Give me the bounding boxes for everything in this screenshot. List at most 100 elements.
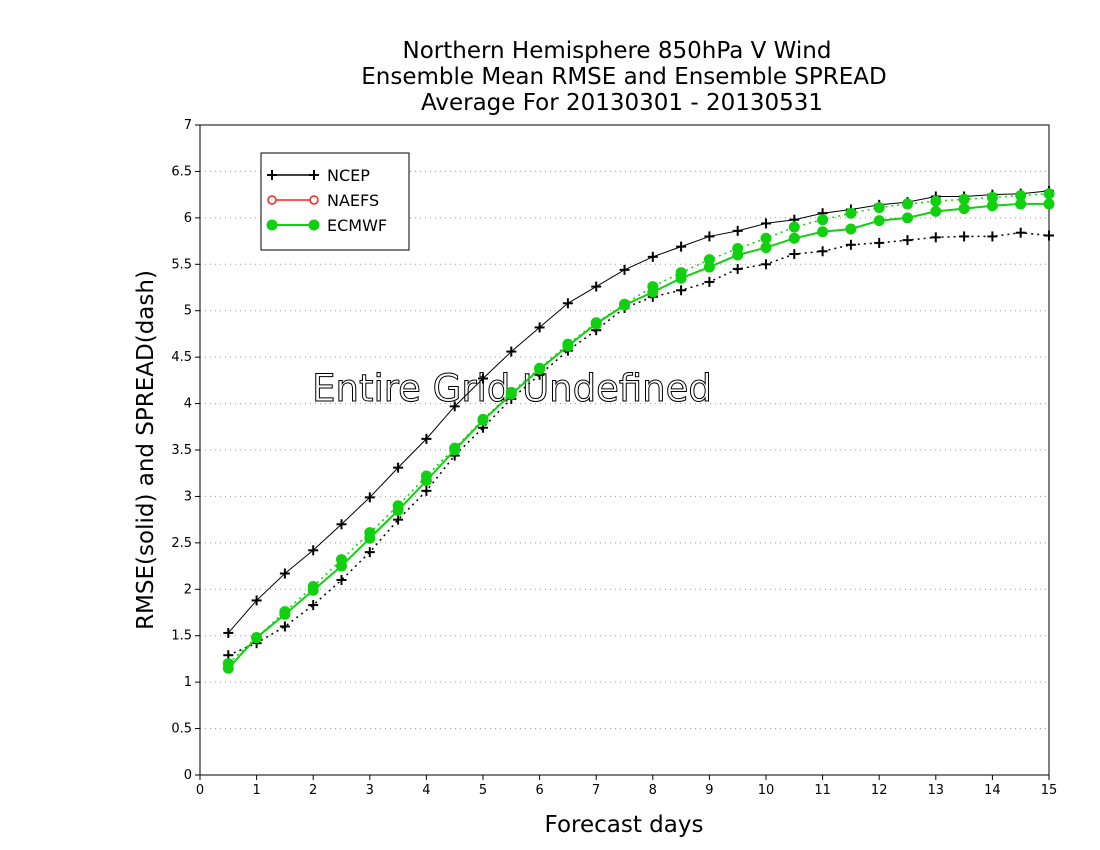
series-line	[227, 190, 1050, 634]
chart-title-line-3: Average For 20130301 - 20130531	[421, 90, 823, 116]
data-point	[590, 318, 602, 330]
y-tick-label: 1	[184, 675, 192, 690]
x-tick-label: 4	[422, 783, 430, 798]
data-point	[364, 492, 375, 503]
data-point	[534, 363, 546, 375]
y-tick-label: 0	[184, 768, 192, 783]
series-ncep-spread	[223, 227, 1054, 661]
data-point	[307, 584, 319, 596]
series-ecmwf-rmse	[222, 198, 1055, 674]
x-tick-labels: 0 1 2 3 4 5 6 7 8 9 10 11 12 13 14 15	[196, 783, 1057, 798]
x-tick-label: 7	[592, 783, 600, 798]
data-point	[760, 242, 772, 254]
data-point	[817, 246, 828, 257]
data-point	[506, 346, 517, 357]
data-point	[958, 203, 970, 215]
data-point	[845, 239, 856, 250]
data-point	[449, 444, 461, 456]
data-point	[251, 632, 263, 644]
data-point	[392, 504, 404, 516]
data-point	[222, 662, 234, 674]
data-point	[930, 205, 942, 217]
y-tick-label: 5.5	[171, 257, 192, 272]
x-tick-label: 13	[928, 783, 945, 798]
x-tick-label: 5	[479, 783, 487, 798]
y-tick-label: 0.5	[171, 722, 192, 737]
legend-entry-ncep: NCEP	[267, 166, 370, 185]
x-tick-label: 11	[814, 783, 831, 798]
x-tick-label: 15	[1041, 783, 1058, 798]
data-point	[788, 221, 800, 233]
data-point	[732, 225, 743, 236]
y-tick-label: 3.5	[171, 443, 192, 458]
data-point	[591, 281, 602, 292]
y-tick-label: 4.5	[171, 350, 192, 365]
data-point	[223, 627, 234, 638]
x-tick-label: 9	[705, 783, 713, 798]
data-point	[1015, 227, 1026, 238]
series-ecmwf-spread	[222, 188, 1055, 670]
data-point	[902, 212, 913, 224]
y-tick-label: 1.5	[171, 629, 192, 644]
legend-label: ECMWF	[327, 216, 387, 235]
y-tick-label: 6	[184, 211, 192, 226]
data-point	[364, 532, 376, 544]
y-tick-label: 2.5	[171, 536, 192, 551]
y-tick-label: 5	[184, 304, 192, 319]
chart-title-line-1: Northern Hemisphere 850hPa V Wind	[403, 38, 832, 64]
data-point	[364, 547, 375, 558]
data-point	[675, 272, 687, 284]
data-point	[336, 575, 347, 585]
y-tick-label: 2	[184, 582, 192, 597]
data-point	[449, 401, 460, 412]
legend-label: NAEFS	[327, 191, 379, 210]
data-point	[420, 475, 432, 487]
data-point	[704, 231, 715, 242]
x-tick-label: 6	[535, 783, 543, 798]
data-point	[902, 235, 913, 246]
legend-marker-start	[266, 219, 278, 231]
data-point	[393, 462, 404, 473]
legend-marker-end	[308, 219, 320, 231]
y-tick-label: 3	[184, 489, 192, 504]
data-point	[308, 600, 319, 611]
data-point	[676, 241, 687, 252]
x-tick-label: 3	[366, 783, 374, 798]
legend-entry-ecmwf: ECMWF	[266, 216, 387, 235]
data-point	[676, 285, 687, 296]
series-ncep-rmse	[223, 185, 1054, 638]
data-point	[1044, 230, 1054, 241]
data-point	[279, 568, 290, 579]
data-point	[703, 261, 715, 273]
legend-marker-start	[267, 170, 277, 180]
data-point	[336, 560, 347, 572]
data-point	[562, 298, 573, 309]
data-point	[1015, 198, 1027, 210]
data-point	[336, 519, 347, 530]
data-point	[393, 514, 404, 525]
legend-entry-naefs: NAEFS	[267, 191, 379, 210]
data-point	[817, 214, 829, 226]
y-tick-label: 7	[184, 118, 192, 133]
y-tick-label: 4	[184, 397, 192, 412]
legend: NCEP NAEFS ECMWF	[260, 152, 410, 251]
x-tick-label: 10	[758, 783, 775, 798]
data-point	[987, 231, 998, 242]
data-point	[874, 237, 885, 248]
data-point	[959, 231, 970, 242]
legend-label: NCEP	[327, 166, 370, 185]
chart-title: Northern Hemisphere 850hPa V Wind Ensemb…	[361, 38, 886, 116]
x-tick-label: 12	[871, 783, 888, 798]
data-point	[478, 373, 488, 384]
data-point	[421, 485, 432, 496]
x-tick-label: 1	[252, 783, 260, 798]
data-point	[1043, 198, 1055, 210]
data-point	[279, 621, 290, 632]
y-tick-label: 6.5	[171, 164, 192, 179]
data-point	[732, 263, 743, 274]
legend-marker-start	[267, 195, 277, 205]
data-point	[251, 595, 262, 606]
data-point	[505, 388, 517, 400]
data-point	[986, 200, 998, 212]
